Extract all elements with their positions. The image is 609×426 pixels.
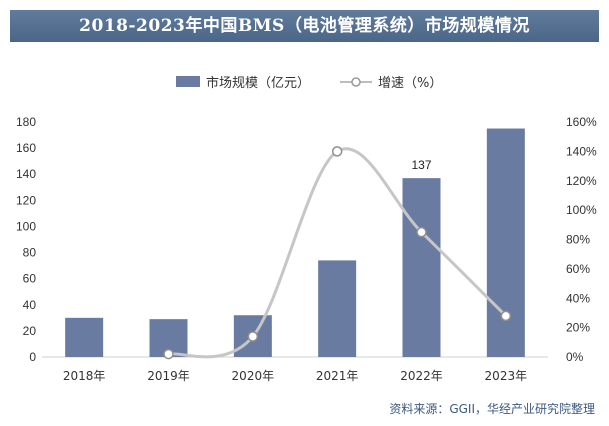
legend: 市场规模（亿元） 增速（%） — [176, 75, 442, 91]
y-right-tick-label: 80% — [566, 233, 590, 247]
bar-data-label: 137 — [411, 158, 431, 172]
bar — [486, 128, 525, 357]
source-note: 资料来源：GGII，华经产业研究院整理 — [389, 402, 595, 416]
y-left-tick-label: 80 — [23, 246, 37, 260]
y-right-tick-label: 40% — [566, 291, 590, 305]
growth-point — [416, 226, 427, 238]
bar-series — [65, 128, 525, 357]
x-tick-label: 2019年 — [147, 369, 190, 383]
y-right-tick-label: 60% — [566, 262, 590, 276]
legend-line-marker — [351, 77, 361, 87]
y-right-tick-label: 0% — [566, 350, 584, 364]
bar — [318, 260, 357, 357]
bar — [65, 317, 104, 357]
y-left-tick-label: 100 — [16, 219, 36, 233]
y-right-tick-label: 140% — [566, 144, 597, 158]
growth-point — [163, 348, 174, 360]
y-left-tick-label: 0 — [29, 350, 36, 364]
y-right-tick-label: 100% — [566, 203, 597, 217]
x-tick-label: 2023年 — [485, 369, 528, 383]
x-tick-label: 2018年 — [63, 369, 106, 383]
y-right-tick-label: 120% — [566, 174, 597, 188]
chart-title: 2018-2023年中国BMS（电池管理系统）市场规模情况 — [79, 16, 530, 36]
growth-point — [247, 331, 259, 342]
y-right-tick-label: 160% — [566, 115, 597, 129]
legend-line-label: 增速（%） — [378, 76, 442, 91]
y-left-tick-label: 140 — [16, 167, 36, 181]
y-left-tick-label: 120 — [16, 193, 36, 207]
x-tick-label: 2020年 — [232, 369, 275, 383]
y-left-tick-label: 20 — [23, 324, 37, 338]
growth-point — [331, 146, 343, 157]
line-series — [163, 146, 512, 360]
data-labels: 137 — [411, 158, 431, 172]
chart-title-banner: 2018-2023年中国BMS（电池管理系统）市场规模情况 — [10, 10, 599, 42]
y-left-tick-label: 180 — [16, 115, 36, 129]
legend-bar-label: 市场规模（亿元） — [206, 75, 310, 91]
y-left-tick-label: 160 — [16, 141, 36, 155]
y-left-tick-label: 40 — [23, 298, 37, 312]
axes: 0 20 40 60 80 100 120 140 160 180 0% 20% 40% 60% 80% 10… — [16, 115, 597, 383]
x-tick-label: 2021年 — [316, 369, 359, 383]
x-tick-label: 2022年 — [400, 369, 443, 383]
y-left-tick-label: 60 — [23, 272, 37, 286]
y-right-tick-label: 20% — [566, 321, 590, 335]
bar — [402, 178, 441, 357]
growth-point — [500, 310, 512, 322]
legend-bar-swatch — [176, 76, 200, 87]
